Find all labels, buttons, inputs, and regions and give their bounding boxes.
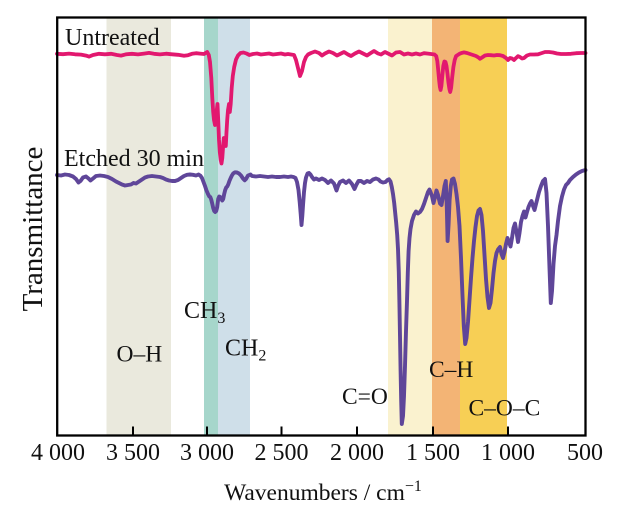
svg-text:2 000: 2 000	[330, 440, 384, 466]
svg-text:Untreated: Untreated	[65, 25, 160, 51]
svg-text:Wavenumbers / cm−1: Wavenumbers / cm−1	[224, 478, 422, 506]
svg-text:O–H: O–H	[117, 342, 163, 368]
svg-text:3 500: 3 500	[106, 440, 160, 466]
svg-text:C–O–C: C–O–C	[469, 396, 541, 422]
svg-text:4 000: 4 000	[31, 440, 85, 466]
svg-text:C–H: C–H	[429, 357, 473, 383]
svg-text:1 500: 1 500	[406, 440, 460, 466]
svg-text:C=O: C=O	[342, 384, 388, 410]
svg-text:1 000: 1 000	[481, 440, 535, 466]
svg-text:Etched 30 min: Etched 30 min	[64, 146, 204, 172]
svg-text:2 500: 2 500	[255, 440, 309, 466]
svg-text:3 000: 3 000	[180, 440, 234, 466]
svg-text:Transmittance: Transmittance	[17, 147, 49, 312]
svg-text:500: 500	[567, 440, 603, 466]
